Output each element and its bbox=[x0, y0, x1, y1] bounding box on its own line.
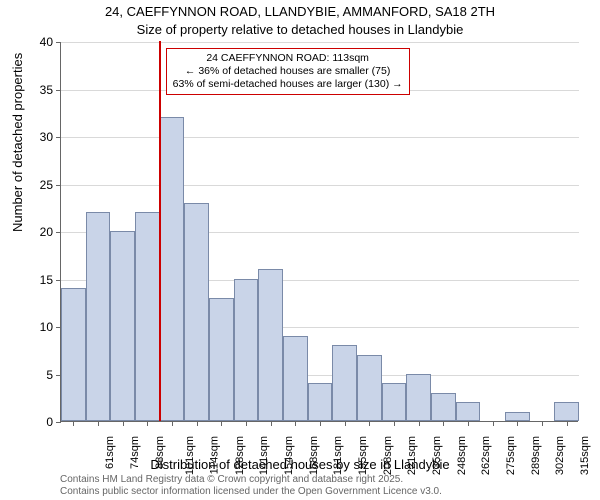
xtick-mark bbox=[369, 421, 370, 426]
xtick-mark bbox=[295, 421, 296, 426]
ytick-label: 20 bbox=[23, 225, 53, 239]
xtick-mark bbox=[394, 421, 395, 426]
annotation-line1: 24 CAEFFYNNON ROAD: 113sqm bbox=[173, 52, 403, 65]
ytick-label: 40 bbox=[23, 35, 53, 49]
plot-area: 051015202530354061sqm74sqm88sqm101sqm114… bbox=[60, 42, 578, 422]
bar bbox=[505, 412, 530, 422]
xtick-mark bbox=[271, 421, 272, 426]
chart-title-line1: 24, CAEFFYNNON ROAD, LLANDYBIE, AMMANFOR… bbox=[0, 4, 600, 19]
ytick-label: 25 bbox=[23, 178, 53, 192]
footer-line1: Contains HM Land Registry data © Crown c… bbox=[60, 474, 442, 486]
bar bbox=[283, 336, 308, 422]
annotation-box: 24 CAEFFYNNON ROAD: 113sqm← 36% of detac… bbox=[166, 48, 410, 95]
xtick-mark bbox=[345, 421, 346, 426]
bar bbox=[456, 402, 481, 421]
bar bbox=[86, 212, 111, 421]
bar bbox=[406, 374, 431, 422]
bar bbox=[110, 231, 135, 421]
xtick-mark bbox=[221, 421, 222, 426]
xtick-mark bbox=[320, 421, 321, 426]
bar bbox=[61, 288, 86, 421]
xtick-mark bbox=[542, 421, 543, 426]
ytick-mark bbox=[56, 232, 61, 233]
xtick-mark bbox=[419, 421, 420, 426]
bar bbox=[382, 383, 407, 421]
bar bbox=[209, 298, 234, 422]
gridline bbox=[61, 137, 579, 138]
xtick-mark bbox=[246, 421, 247, 426]
xtick-mark bbox=[147, 421, 148, 426]
axes-area: 051015202530354061sqm74sqm88sqm101sqm114… bbox=[60, 42, 578, 422]
ytick-label: 5 bbox=[23, 368, 53, 382]
xtick-mark bbox=[73, 421, 74, 426]
ytick-label: 35 bbox=[23, 83, 53, 97]
bar bbox=[431, 393, 456, 422]
xtick-mark bbox=[197, 421, 198, 426]
x-axis-label: Distribution of detached houses by size … bbox=[0, 457, 600, 472]
marker-line bbox=[159, 41, 161, 421]
ytick-label: 0 bbox=[23, 415, 53, 429]
bar bbox=[258, 269, 283, 421]
bar bbox=[234, 279, 259, 422]
annotation-line2: ← 36% of detached houses are smaller (75… bbox=[173, 65, 403, 78]
ytick-mark bbox=[56, 137, 61, 138]
footer-line2: Contains public sector information licen… bbox=[60, 486, 442, 498]
bar bbox=[554, 402, 579, 421]
ytick-label: 30 bbox=[23, 130, 53, 144]
annotation-line3: 63% of semi-detached houses are larger (… bbox=[173, 78, 403, 91]
bar bbox=[308, 383, 333, 421]
xtick-mark bbox=[517, 421, 518, 426]
xtick-mark bbox=[567, 421, 568, 426]
xtick-mark bbox=[123, 421, 124, 426]
xtick-mark bbox=[443, 421, 444, 426]
bar bbox=[357, 355, 382, 422]
xtick-mark bbox=[493, 421, 494, 426]
ytick-mark bbox=[56, 42, 61, 43]
ytick-label: 15 bbox=[23, 273, 53, 287]
ytick-mark bbox=[56, 422, 61, 423]
bar bbox=[135, 212, 160, 421]
gridline bbox=[61, 42, 579, 43]
footer-attribution: Contains HM Land Registry data © Crown c… bbox=[60, 474, 442, 498]
chart-title-line2: Size of property relative to detached ho… bbox=[0, 22, 600, 37]
xtick-mark bbox=[172, 421, 173, 426]
gridline bbox=[61, 185, 579, 186]
ytick-mark bbox=[56, 185, 61, 186]
xtick-mark bbox=[98, 421, 99, 426]
xtick-mark bbox=[468, 421, 469, 426]
ytick-mark bbox=[56, 90, 61, 91]
chart-container: 24, CAEFFYNNON ROAD, LLANDYBIE, AMMANFOR… bbox=[0, 0, 600, 500]
bar bbox=[332, 345, 357, 421]
ytick-label: 10 bbox=[23, 320, 53, 334]
ytick-mark bbox=[56, 280, 61, 281]
bar bbox=[184, 203, 209, 422]
bar bbox=[160, 117, 185, 421]
